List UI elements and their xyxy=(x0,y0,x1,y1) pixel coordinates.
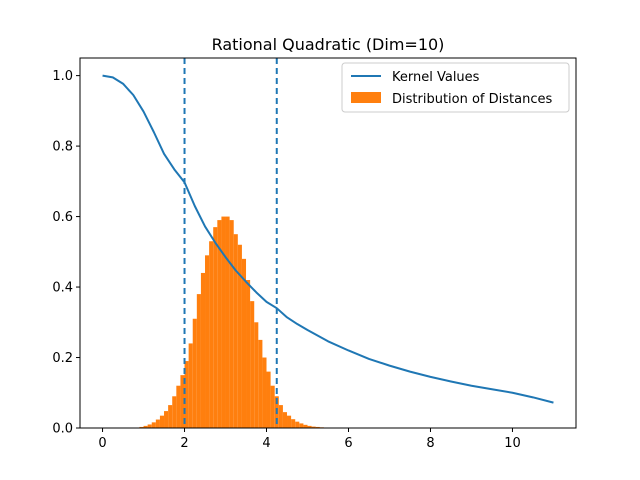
y-axis-ticks: 0.0 0.2 0.4 0.6 0.8 1.0 xyxy=(52,69,80,437)
histogram-bar xyxy=(213,227,218,428)
legend-label-distribution-of-distances: Distribution of Distances xyxy=(392,92,552,107)
histogram-bar xyxy=(139,426,144,428)
histogram-bar xyxy=(258,339,263,428)
histogram-layer xyxy=(139,216,333,428)
x-axis-ticks: 0 2 4 6 8 10 xyxy=(98,428,521,451)
x-tick-label: 0 xyxy=(98,436,106,451)
line-layer xyxy=(102,74,554,404)
histogram-bar xyxy=(168,405,173,428)
histogram-bar xyxy=(184,361,189,428)
x-tick-label: 6 xyxy=(344,436,352,451)
histogram-bar xyxy=(188,343,193,428)
histogram-bar xyxy=(250,301,255,428)
histogram-bar xyxy=(315,426,320,428)
histogram-bar xyxy=(180,375,185,428)
legend-patch-swatch xyxy=(351,92,381,103)
histogram-bar xyxy=(159,415,165,428)
histogram-bar xyxy=(311,426,316,428)
histogram-bar xyxy=(270,385,275,428)
histogram-bar xyxy=(147,424,152,428)
y-tick-label: 0.0 xyxy=(52,422,73,437)
histogram-bar xyxy=(307,425,312,428)
kernel-values-line xyxy=(102,74,554,404)
histogram-bar xyxy=(237,244,242,428)
histogram-bar xyxy=(217,220,222,428)
histogram-bar xyxy=(262,357,267,428)
histogram-bar xyxy=(205,255,210,428)
histogram-bar xyxy=(266,371,271,428)
histogram-bar xyxy=(209,241,214,428)
histogram-bar xyxy=(155,419,160,428)
histogram-bar xyxy=(246,280,251,428)
histogram-bar xyxy=(303,424,308,428)
histogram-bar xyxy=(278,405,283,428)
x-tick-label: 10 xyxy=(504,436,521,451)
histogram-bar xyxy=(291,419,296,428)
legend: Kernel Values Distribution of Distances xyxy=(341,62,570,113)
legend-box xyxy=(341,62,570,113)
histogram-bar xyxy=(287,415,292,428)
histogram-bar xyxy=(221,216,226,428)
y-tick-label: 0.4 xyxy=(52,281,73,296)
histogram-bar xyxy=(143,425,148,428)
histogram-bar xyxy=(200,272,206,428)
histogram-bar xyxy=(241,258,247,428)
legend-label-kernel-values: Kernel Values xyxy=(392,70,480,85)
histogram-bar xyxy=(282,412,288,428)
y-tick-label: 0.6 xyxy=(52,210,73,225)
histogram-bar xyxy=(233,234,238,428)
histogram-bar xyxy=(299,423,304,428)
histogram-bar xyxy=(196,294,201,428)
chart-title: Rational Quadratic (Dim=10) xyxy=(212,35,445,54)
plot-frame xyxy=(79,57,577,429)
histogram-bar xyxy=(151,422,156,428)
histogram-bar xyxy=(254,322,259,428)
histogram-bar xyxy=(225,216,230,428)
y-tick-label: 0.2 xyxy=(52,351,73,366)
y-tick-label: 1.0 xyxy=(52,69,73,84)
vline-layer xyxy=(183,58,278,428)
histogram-bar xyxy=(172,396,177,428)
histogram-bar xyxy=(164,411,169,428)
histogram-bar xyxy=(176,385,181,428)
histogram-bar xyxy=(295,421,300,428)
histogram-bar xyxy=(192,318,197,428)
histogram-bar xyxy=(229,220,234,428)
x-tick-label: 2 xyxy=(180,436,188,451)
x-tick-label: 8 xyxy=(426,436,434,451)
y-tick-label: 0.8 xyxy=(52,140,73,155)
x-tick-label: 4 xyxy=(262,436,270,451)
